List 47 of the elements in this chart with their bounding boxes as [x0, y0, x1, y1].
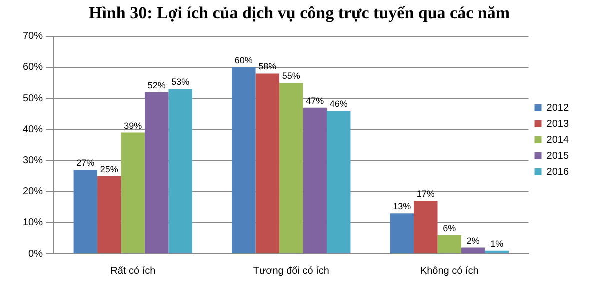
- y-tick-label: 20%: [23, 186, 44, 198]
- bar: [462, 248, 486, 254]
- data-label: 53%: [172, 77, 190, 88]
- y-tick-label: 0%: [28, 248, 44, 260]
- data-label: 39%: [124, 120, 142, 131]
- y-tick-label: 70%: [23, 31, 44, 42]
- bar: [326, 111, 351, 254]
- data-label: 1%: [490, 238, 504, 249]
- bar: [74, 170, 98, 254]
- legend-label: 2016: [546, 166, 570, 178]
- bar: [414, 201, 438, 254]
- x-tick-label: Tương đối có ích: [253, 266, 330, 277]
- y-tick-label: 30%: [23, 155, 44, 166]
- data-label: 58%: [258, 62, 277, 72]
- data-label: 6%: [443, 223, 456, 234]
- data-label: 13%: [393, 202, 412, 212]
- chart-title: Hình 30: Lợi ích của dịch vụ công trực tuyến qua các năm: [88, 4, 510, 23]
- x-tick-label: Rất có ích: [110, 266, 156, 277]
- y-tick-label: 50%: [23, 93, 44, 104]
- data-label: 52%: [148, 80, 166, 90]
- bar: [121, 132, 146, 254]
- bar: [168, 89, 192, 254]
- data-label: 25%: [100, 164, 118, 174]
- bar: [145, 92, 169, 254]
- y-tick-label: 40%: [23, 124, 44, 136]
- legend-label: 2013: [546, 118, 570, 130]
- data-label: 17%: [416, 189, 435, 200]
- bar: [232, 67, 256, 254]
- bar: [390, 214, 414, 254]
- data-label: 60%: [234, 55, 253, 66]
- bar: [98, 176, 122, 254]
- bar: [256, 74, 280, 254]
- legend-label: 2014: [546, 134, 570, 146]
- data-label: 47%: [306, 96, 324, 106]
- data-label: 2%: [466, 236, 480, 246]
- y-tick-label: 60%: [23, 62, 44, 74]
- x-tick-label: Không có ích: [420, 266, 479, 277]
- bar: [485, 250, 509, 254]
- bar: [438, 235, 462, 254]
- y-tick-label: 10%: [23, 218, 44, 229]
- bar: [280, 83, 304, 254]
- data-label: 46%: [330, 98, 348, 109]
- legend-label: 2012: [546, 102, 570, 114]
- data-label: 55%: [282, 71, 300, 82]
- legend-label: 2015: [546, 150, 570, 162]
- data-label: 27%: [76, 158, 95, 168]
- bar: [303, 108, 327, 254]
